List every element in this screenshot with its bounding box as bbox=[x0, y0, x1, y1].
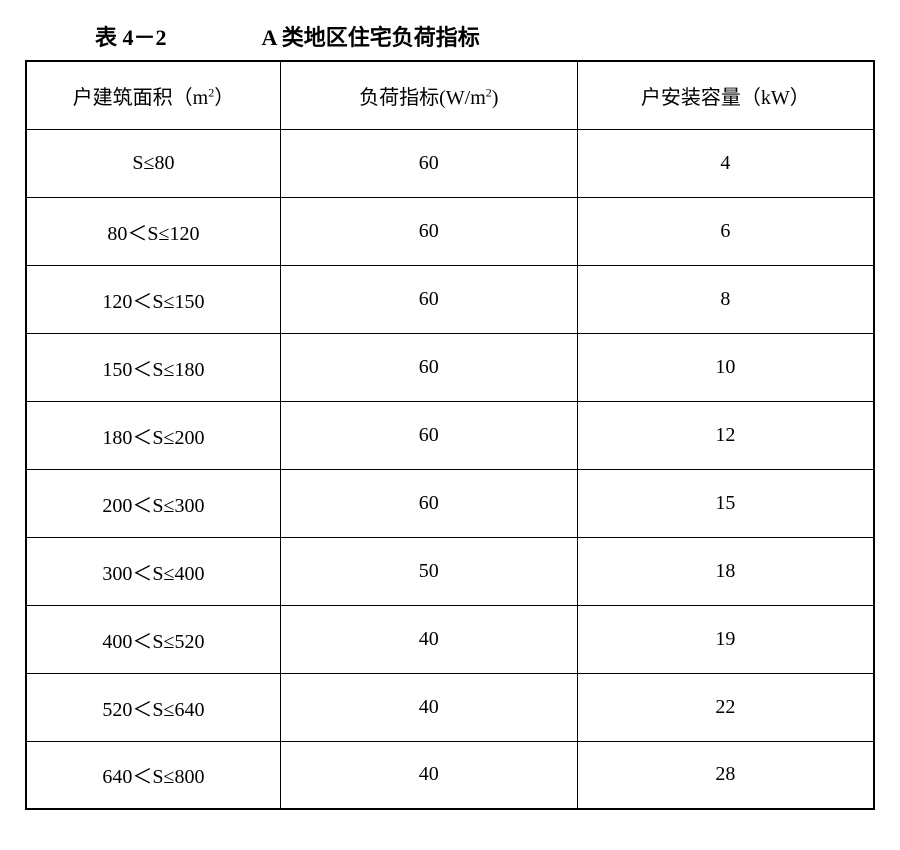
cell-capacity: 6 bbox=[577, 197, 874, 265]
col-header-load-index: 负荷指标(W/m2) bbox=[280, 61, 577, 129]
title-row: 表 4－2 A 类地区住宅负荷指标 bbox=[25, 20, 875, 52]
cell-load-index: 40 bbox=[280, 673, 577, 741]
cell-load-index: 40 bbox=[280, 605, 577, 673]
cell-load-index: 40 bbox=[280, 741, 577, 809]
cell-load-index: 60 bbox=[280, 265, 577, 333]
cell-load-index: 60 bbox=[280, 129, 577, 197]
cell-area: 200＜S≤300 bbox=[26, 469, 280, 537]
cell-capacity: 10 bbox=[577, 333, 874, 401]
cell-area: 120＜S≤150 bbox=[26, 265, 280, 333]
col-header-capacity: 户安装容量（kW） bbox=[577, 61, 874, 129]
cell-load-index: 60 bbox=[280, 401, 577, 469]
table-row: 640＜S≤800 40 28 bbox=[26, 741, 874, 809]
cell-capacity: 4 bbox=[577, 129, 874, 197]
table-row: 120＜S≤150 60 8 bbox=[26, 265, 874, 333]
cell-capacity: 22 bbox=[577, 673, 874, 741]
table-row: 520＜S≤640 40 22 bbox=[26, 673, 874, 741]
cell-load-index: 50 bbox=[280, 537, 577, 605]
cell-area: 80＜S≤120 bbox=[26, 197, 280, 265]
cell-area: 150＜S≤180 bbox=[26, 333, 280, 401]
cell-area: 300＜S≤400 bbox=[26, 537, 280, 605]
cell-area: 180＜S≤200 bbox=[26, 401, 280, 469]
cell-capacity: 12 bbox=[577, 401, 874, 469]
table-row: 200＜S≤300 60 15 bbox=[26, 469, 874, 537]
table-body: S≤80 60 4 80＜S≤120 60 6 120＜S≤150 60 8 1… bbox=[26, 129, 874, 809]
cell-area: S≤80 bbox=[26, 129, 280, 197]
table-row: 150＜S≤180 60 10 bbox=[26, 333, 874, 401]
table-row: S≤80 60 4 bbox=[26, 129, 874, 197]
cell-load-index: 60 bbox=[280, 333, 577, 401]
col-header-area: 户建筑面积（m2） bbox=[26, 61, 280, 129]
cell-capacity: 8 bbox=[577, 265, 874, 333]
table-row: 180＜S≤200 60 12 bbox=[26, 401, 874, 469]
table-row: 80＜S≤120 60 6 bbox=[26, 197, 874, 265]
load-index-table: 户建筑面积（m2） 负荷指标(W/m2) 户安装容量（kW） S≤80 60 4… bbox=[25, 60, 875, 810]
cell-load-index: 60 bbox=[280, 469, 577, 537]
table-header-row: 户建筑面积（m2） 负荷指标(W/m2) 户安装容量（kW） bbox=[26, 61, 874, 129]
cell-capacity: 15 bbox=[577, 469, 874, 537]
cell-area: 400＜S≤520 bbox=[26, 605, 280, 673]
cell-area: 640＜S≤800 bbox=[26, 741, 280, 809]
table-label: 表 4－2 bbox=[95, 20, 167, 52]
table-row: 300＜S≤400 50 18 bbox=[26, 537, 874, 605]
cell-capacity: 19 bbox=[577, 605, 874, 673]
cell-capacity: 18 bbox=[577, 537, 874, 605]
table-row: 400＜S≤520 40 19 bbox=[26, 605, 874, 673]
table-title: A 类地区住宅负荷指标 bbox=[262, 20, 480, 52]
cell-load-index: 60 bbox=[280, 197, 577, 265]
cell-area: 520＜S≤640 bbox=[26, 673, 280, 741]
cell-capacity: 28 bbox=[577, 741, 874, 809]
